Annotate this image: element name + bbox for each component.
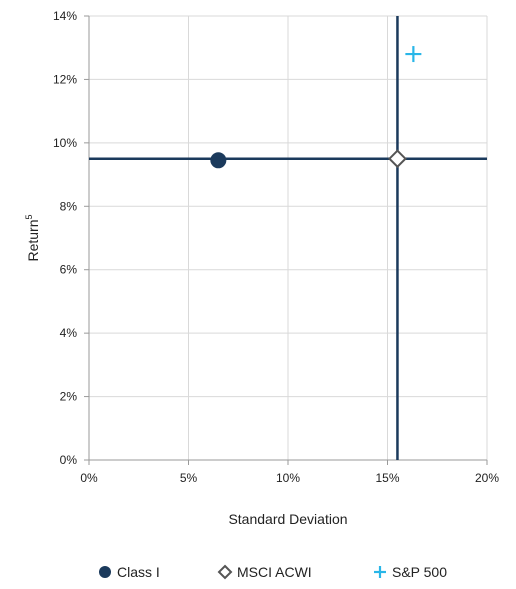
- y-tick-label: 4%: [60, 326, 78, 340]
- y-tick-label: 12%: [53, 72, 77, 86]
- y-axis-title: Return5: [24, 214, 41, 261]
- x-tick-label: 5%: [180, 471, 198, 485]
- x-axis-title: Standard Deviation: [228, 511, 347, 527]
- y-tick-label: 0%: [60, 453, 78, 467]
- y-tick-label: 6%: [60, 263, 78, 277]
- y-tick-label: 10%: [53, 136, 77, 150]
- msci-acwi-point: [388, 149, 407, 169]
- data-points: [210, 46, 422, 169]
- y-tick-label: 8%: [60, 199, 78, 213]
- class-i-point: [210, 152, 227, 169]
- legend: Class I MSCI ACWI S&P 500: [99, 564, 447, 580]
- legend-item-class-i: Class I: [99, 564, 160, 580]
- x-tick-label: 0%: [80, 471, 98, 485]
- legend-label-class-i: Class I: [117, 564, 160, 580]
- legend-item-msci-acwi: MSCI ACWI: [217, 564, 312, 580]
- reference-lines: [89, 16, 487, 460]
- x-axis-ticks: 0% 5% 10% 15% 20%: [80, 460, 499, 485]
- legend-marker-class-i: [99, 566, 111, 578]
- legend-marker-s-p-500: [374, 566, 386, 578]
- y-axis-ticks: 0% 2% 4% 6% 8% 10% 12% 14%: [53, 9, 89, 467]
- legend-item-s-p-500: S&P 500: [374, 564, 447, 580]
- x-tick-label: 20%: [475, 471, 499, 485]
- y-tick-label: 2%: [60, 390, 78, 404]
- grid-lines: [89, 15, 488, 460]
- legend-label-msci-acwi: MSCI ACWI: [237, 564, 312, 580]
- legend-marker-msci-acwi: [217, 564, 233, 580]
- y-axis-title-text: Return: [25, 219, 41, 261]
- legend-label-s-p-500: S&P 500: [392, 564, 447, 580]
- y-axis-title-superscript: 5: [24, 214, 34, 219]
- x-tick-label: 10%: [276, 471, 300, 485]
- s-p-500-point: [405, 46, 422, 63]
- x-tick-label: 15%: [375, 471, 399, 485]
- y-tick-label: 14%: [53, 9, 77, 23]
